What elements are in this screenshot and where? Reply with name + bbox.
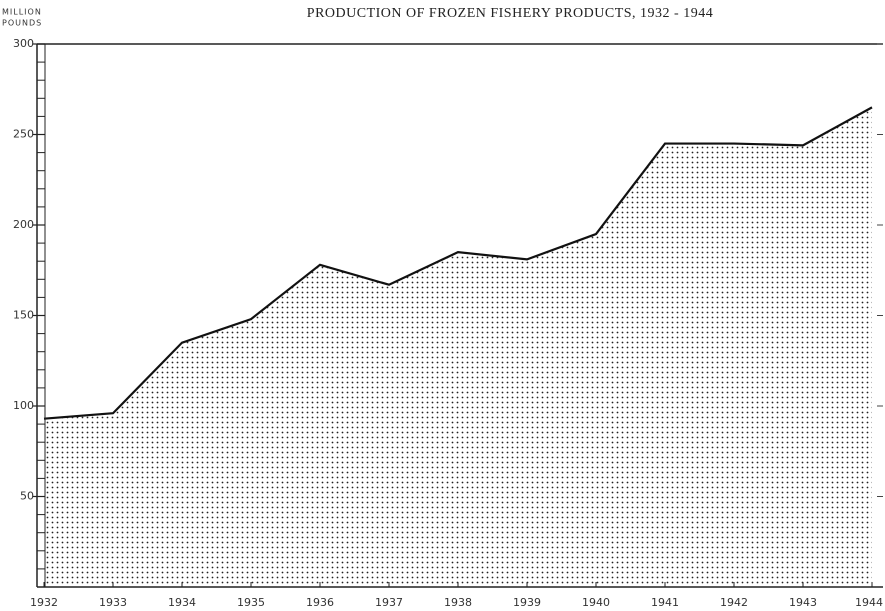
- y-tick-label: 300: [13, 37, 34, 50]
- x-tick-label: 1940: [582, 596, 610, 609]
- chart-title: PRODUCTION OF FROZEN FISHERY PRODUCTS, 1…: [307, 6, 713, 21]
- y-tick-label: 200: [13, 218, 34, 231]
- x-tick-label: 1937: [375, 596, 403, 609]
- x-tick-label: 1938: [444, 596, 472, 609]
- x-tick-label: 1932: [30, 596, 58, 609]
- x-tick-label: 1941: [651, 596, 679, 609]
- x-tick-label: 1936: [306, 596, 334, 609]
- y-axis-label: POUNDS: [2, 19, 42, 28]
- area: [44, 107, 872, 587]
- y-axis-label: MILLION: [2, 8, 42, 17]
- y-tick-label: 50: [20, 490, 34, 503]
- y-tick-label: 250: [13, 128, 34, 141]
- x-tick-label: 1935: [237, 596, 265, 609]
- area-line: [43, 106, 873, 420]
- x-tick-label: 1939: [513, 596, 541, 609]
- x-tick-label: 1942: [720, 596, 748, 609]
- y-tick-label: 100: [13, 399, 34, 412]
- x-tick-label: 1943: [789, 596, 817, 609]
- x-tick-label: 1944: [855, 596, 883, 609]
- x-tick-label: 1934: [168, 596, 196, 609]
- y-tick-label: 150: [13, 309, 34, 322]
- x-tick-label: 1933: [99, 596, 127, 609]
